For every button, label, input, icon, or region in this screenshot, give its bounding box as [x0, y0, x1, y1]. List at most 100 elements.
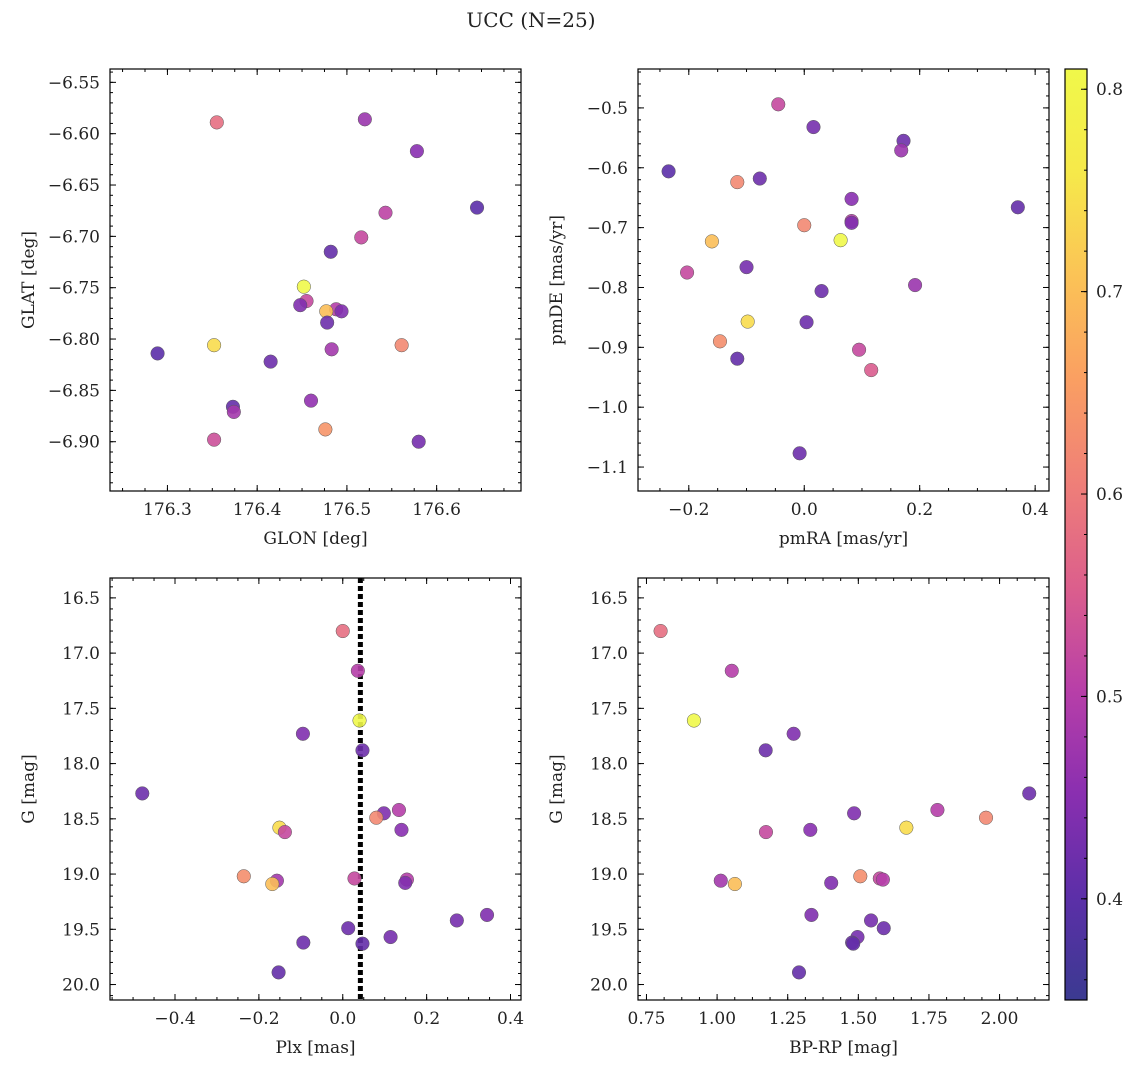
- y-tick-label: 19.0: [62, 865, 100, 885]
- data-point: [791, 965, 807, 980]
- panel-bprp-g: 0.75 1.00 1.25 1.50 1.75 2.00 16.5 17.0 17.5 18.0…: [547, 577, 1050, 1058]
- data-point: [844, 215, 859, 230]
- colorbar-tick-label: 0.8: [1096, 80, 1123, 100]
- subplots: 176.3 176.4 176.5 176.6 −6.90 −6.85 −6.80 −6.75…: [19, 68, 1050, 1058]
- x-tick-label: 1.25: [769, 1009, 807, 1029]
- data-point: [771, 97, 786, 112]
- x-tick-label: 0.75: [628, 1009, 666, 1029]
- data-point: [712, 334, 728, 349]
- data-point: [334, 304, 349, 319]
- panel-plx-g: −0.4 −0.2 0.0 0.2 0.4 16.5 17.0 17.5 18.0 18.5 19.…: [19, 577, 524, 1058]
- data-point: [277, 825, 292, 840]
- y-tick-label: 18.5: [590, 810, 628, 830]
- y-tick-label: −1.1: [587, 458, 628, 478]
- colorbar-tick-label: 0.5: [1096, 687, 1123, 707]
- data-point: [207, 432, 222, 447]
- data-point: [661, 164, 676, 179]
- data-point: [209, 115, 224, 130]
- x-tick-label: 0.4: [1022, 500, 1049, 520]
- x-tick-label: 176.4: [233, 500, 282, 520]
- y-tick-label: 17.5: [590, 699, 628, 719]
- data-point: [150, 346, 165, 361]
- minor-ticks: [638, 69, 1049, 491]
- data-point: [409, 144, 424, 159]
- data-point: [335, 623, 350, 639]
- data-point: [469, 200, 485, 215]
- colorbar-tick-label: 0.4: [1096, 890, 1123, 910]
- data-point: [320, 315, 335, 330]
- y-axis-label: G [mag]: [547, 754, 567, 823]
- panel-glon-glat: 176.3 176.4 176.5 176.6 −6.90 −6.85 −6.80 −6.75…: [19, 68, 522, 549]
- data-point: [739, 260, 754, 275]
- data-point: [730, 351, 745, 366]
- minor-ticks: [638, 578, 1049, 1000]
- data-point: [930, 802, 945, 818]
- data-point: [323, 244, 338, 259]
- data-point: [740, 314, 755, 329]
- y-tick-label: 19.5: [62, 920, 100, 940]
- data-point: [875, 872, 890, 887]
- x-tick-label: 176.6: [412, 500, 461, 520]
- data-point: [296, 279, 311, 294]
- data-point: [1022, 786, 1037, 801]
- data-point: [804, 907, 819, 922]
- x-tick-label: −0.2: [238, 1009, 279, 1029]
- data-point: [318, 422, 333, 437]
- data-point: [752, 171, 767, 186]
- data-point: [479, 907, 495, 922]
- y-tick-label: −6.75: [48, 279, 100, 299]
- data-point: [347, 871, 362, 886]
- data-point: [853, 869, 868, 884]
- data-point: [833, 233, 848, 248]
- y-tick-label: 17.5: [62, 699, 100, 719]
- x-tick-label: 0.0: [329, 1009, 356, 1029]
- minor-ticks: [110, 578, 521, 1000]
- data-point: [978, 810, 994, 825]
- x-axis-label: GLON [deg]: [263, 529, 367, 549]
- y-tick-label: −6.70: [48, 227, 100, 247]
- y-tick-label: −0.8: [587, 278, 628, 298]
- y-tick-label: 16.5: [590, 589, 628, 609]
- data-point: [786, 726, 801, 741]
- y-tick-label: −6.60: [48, 125, 100, 145]
- data-point: [295, 726, 310, 741]
- y-tick-label: −0.9: [587, 338, 628, 358]
- y-tick-label: −6.65: [48, 176, 100, 196]
- scatter-points: [150, 112, 485, 449]
- x-tick-label: 0.4: [497, 1009, 524, 1029]
- data-point: [265, 876, 280, 892]
- data-point: [863, 913, 879, 928]
- y-tick-label: 20.0: [590, 976, 628, 996]
- y-tick-label: 20.0: [62, 976, 100, 996]
- data-point: [449, 913, 464, 928]
- data-point: [293, 298, 308, 313]
- x-tick-label: −0.4: [154, 1009, 195, 1029]
- minor-ticks: [110, 69, 521, 491]
- data-point: [352, 713, 367, 728]
- y-axis-label: GLAT [deg]: [19, 231, 39, 329]
- data-point: [383, 929, 398, 945]
- y-tick-label: −6.85: [48, 381, 100, 401]
- data-point: [727, 876, 742, 892]
- data-point: [824, 875, 839, 890]
- y-tick-label: 18.0: [62, 755, 100, 775]
- x-tick-label: 2.00: [981, 1009, 1019, 1029]
- data-point: [341, 921, 356, 936]
- y-tick-label: −0.7: [587, 219, 628, 239]
- x-tick-label: 1.75: [910, 1009, 948, 1029]
- data-point: [357, 112, 372, 127]
- data-point: [806, 120, 821, 135]
- data-point: [1010, 200, 1025, 215]
- y-tick-label: 18.0: [590, 755, 628, 775]
- y-tick-label: −1.0: [587, 398, 628, 418]
- colorbar-tick-label: 0.7: [1096, 283, 1123, 303]
- data-point: [814, 284, 829, 299]
- scatter-points: [135, 623, 495, 980]
- data-point: [303, 393, 319, 408]
- data-point: [207, 338, 222, 353]
- y-axis-label: pmDE [mas/yr]: [547, 215, 567, 345]
- data-point: [324, 342, 339, 357]
- data-point: [391, 802, 407, 818]
- data-point: [730, 175, 745, 190]
